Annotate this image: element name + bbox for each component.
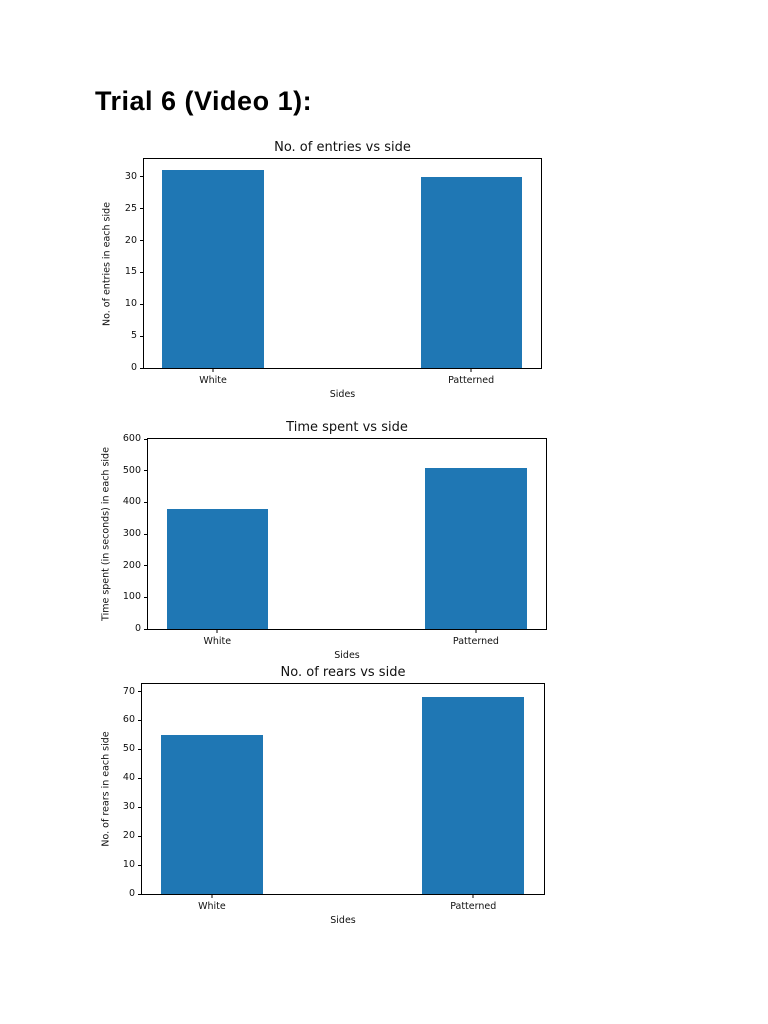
y-tick-label: 300 [122,528,141,539]
x-tick-label-patterned: Patterned [452,636,499,647]
y-tick-mark [144,470,148,472]
bar-white [160,734,264,894]
bar-patterned [425,467,527,629]
y-tick-mark [140,335,144,337]
x-axis-label: Sides [334,650,360,661]
y-tick-label: 5 [130,330,137,342]
y-tick-label: 10 [124,298,137,310]
y-tick-label: 30 [122,801,135,813]
chart-title: Time spent vs side [286,420,408,435]
y-tick-label: 50 [122,743,135,755]
bar-white [162,170,264,368]
y-tick-label: 0 [134,623,141,634]
x-axis-label: Sides [330,915,356,926]
chart-no-of-entries-vs-side: No. of entries vs side No. of entries in … [102,140,542,400]
y-tick-mark [144,565,148,567]
y-tick-mark [140,303,144,305]
y-tick-mark [144,501,148,503]
y-tick-mark [144,438,148,440]
x-tick-label-patterned: Patterned [448,375,495,386]
y-tick-mark [138,691,142,693]
y-tick-label: 10 [122,859,135,871]
y-tick-mark [140,367,144,369]
x-tick-mark [475,629,477,633]
y-tick-mark [144,533,148,535]
chart-time-spent-vs-side: Time spent vs side Time spent (in seconds… [101,420,547,661]
y-tick-mark [140,240,144,242]
y-tick-label: 60 [122,714,135,726]
y-tick-mark [138,777,142,779]
bar-patterned [420,176,522,368]
x-tick-mark [472,894,474,898]
x-tick-mark [211,894,213,898]
x-tick-mark [212,368,214,372]
x-tick-label-white: White [198,901,226,912]
y-tick-label: 600 [122,433,141,444]
y-axis-label: Time spent (in seconds) in each side [100,447,112,621]
y-tick-mark [144,596,148,598]
x-axis-label: Sides [329,389,356,400]
y-axis-label: No. of entries in each side [101,201,113,326]
x-tick-label-white: White [199,375,227,386]
chart-title: No. of entries vs side [274,140,411,155]
y-tick-label: 70 [122,685,135,697]
y-tick-mark [138,835,142,837]
y-tick-label: 100 [122,591,141,603]
y-tick-mark [138,719,142,721]
y-tick-mark [138,864,142,866]
y-tick-mark [138,748,142,750]
y-tick-mark [140,271,144,273]
y-tick-mark [144,628,148,630]
bar-patterned [421,697,525,894]
y-tick-mark [138,806,142,808]
y-tick-label: 25 [124,202,137,214]
y-tick-label: 20 [122,830,135,842]
page-title: Trial 6 (Video 1): [95,86,313,116]
x-tick-label-white: White [203,636,232,647]
y-tick-label: 200 [122,559,141,571]
y-tick-mark [138,893,142,895]
chart-title: No. of rears vs side [280,665,406,680]
chart-no-of-rears-vs-side: No. of rears vs side No. of rears in each… [101,665,545,926]
y-tick-label: 40 [122,772,135,784]
y-tick-mark [140,176,144,178]
x-tick-mark [470,368,472,372]
y-tick-label: 30 [124,170,137,182]
y-tick-label: 500 [122,464,141,476]
y-tick-label: 20 [124,234,137,246]
y-tick-label: 0 [128,888,135,899]
x-tick-mark [216,629,218,633]
y-tick-label: 15 [124,266,137,278]
y-tick-mark [140,208,144,210]
y-axis-label: No. of rears in each side [100,731,112,847]
bar-white [166,508,268,629]
x-tick-label-patterned: Patterned [450,901,497,912]
y-tick-label: 0 [130,362,137,373]
y-tick-label: 400 [122,496,141,508]
